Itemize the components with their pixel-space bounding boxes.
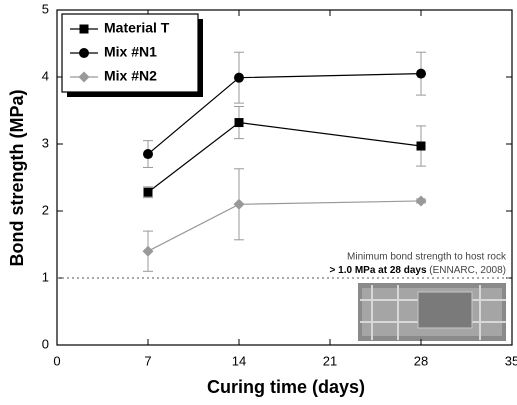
- annotation-rest: (ENNARC, 2008): [427, 265, 506, 276]
- x-tick-label: 21: [323, 353, 337, 368]
- x-tick-label: 0: [53, 353, 60, 368]
- marker: [79, 24, 89, 34]
- marker: [416, 141, 426, 151]
- legend: Material T Mix #N1 Mix #N2: [61, 13, 203, 97]
- y-tick-label: 1: [42, 269, 49, 284]
- plot-frame: [56, 9, 513, 346]
- photo-inset: [358, 283, 506, 341]
- legend-label: Mix #N2: [104, 68, 157, 84]
- marker: [79, 48, 89, 58]
- annotation-bold: > 1.0 MPa at 28 days: [330, 265, 427, 276]
- marker: [233, 198, 245, 210]
- x-tick-label: 7: [144, 353, 151, 368]
- marker: [415, 195, 427, 207]
- legend-label: Mix #N1: [104, 44, 157, 60]
- x-tick-label: 14: [232, 353, 246, 368]
- marker: [234, 118, 244, 128]
- marker: [143, 149, 153, 160]
- legend-label: Material T: [104, 20, 170, 36]
- y-tick-label: 4: [42, 68, 49, 83]
- y-tick-label: 3: [42, 135, 49, 150]
- marker: [143, 187, 153, 197]
- series-line: [147, 121, 422, 193]
- marker: [78, 71, 90, 83]
- marker: [416, 68, 426, 79]
- x-tick-label: 35: [505, 353, 517, 368]
- x-axis-title: Curing time (days): [207, 377, 365, 397]
- marker: [142, 245, 154, 257]
- y-axis-title: Bond strength (MPa): [7, 90, 27, 267]
- annotation: > 1.0 MPa at 28 days (ENNARC, 2008): [330, 265, 506, 276]
- y-tick-label: 0: [42, 336, 49, 351]
- annotation: Minimum bond strength to host rock: [347, 252, 507, 263]
- y-tick-label: 5: [42, 1, 49, 16]
- marker: [234, 72, 244, 83]
- x-tick-label: 28: [414, 353, 428, 368]
- y-tick-label: 2: [42, 202, 49, 217]
- series-line: [147, 200, 422, 252]
